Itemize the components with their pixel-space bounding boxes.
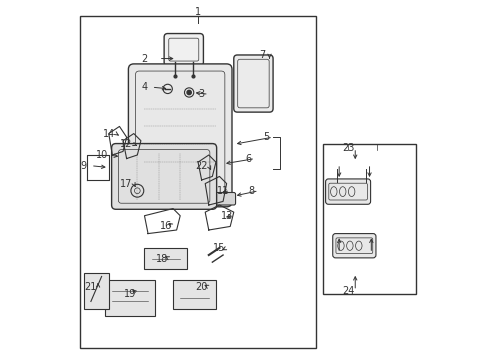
Text: 14: 14 [102, 129, 115, 139]
Text: 18: 18 [156, 253, 168, 264]
Text: 6: 6 [244, 154, 251, 163]
Text: 1: 1 [195, 7, 201, 17]
FancyBboxPatch shape [128, 64, 231, 207]
Text: 2: 2 [141, 54, 147, 64]
Text: 22: 22 [195, 161, 207, 171]
Bar [105, 280, 155, 316]
Text: 7: 7 [259, 50, 265, 60]
Text: 19: 19 [124, 289, 136, 299]
Bar [83, 273, 108, 309]
Text: 20: 20 [195, 282, 207, 292]
Text: 4: 4 [141, 82, 147, 92]
Text: 13: 13 [220, 211, 232, 221]
Bar [323, 144, 415, 294]
Bar [173, 280, 216, 309]
Text: 8: 8 [248, 186, 254, 196]
Text: 9: 9 [81, 161, 87, 171]
Text: 23: 23 [341, 143, 354, 153]
FancyBboxPatch shape [233, 55, 272, 112]
Text: 16: 16 [160, 221, 172, 231]
Circle shape [186, 90, 191, 95]
FancyBboxPatch shape [325, 179, 370, 204]
Text: 10: 10 [95, 150, 107, 160]
Text: 12: 12 [120, 139, 133, 149]
FancyBboxPatch shape [200, 193, 235, 205]
Text: 5: 5 [262, 132, 268, 142]
Text: 17: 17 [120, 179, 133, 189]
FancyBboxPatch shape [111, 144, 216, 209]
Text: 24: 24 [341, 286, 354, 296]
FancyBboxPatch shape [332, 234, 375, 258]
Text: 15: 15 [213, 243, 225, 253]
Text: 21: 21 [84, 282, 97, 292]
Text: 11: 11 [217, 186, 229, 196]
Bar [144, 248, 187, 269]
Bar [80, 16, 315, 348]
Text: 3: 3 [198, 89, 204, 99]
FancyBboxPatch shape [164, 33, 203, 66]
